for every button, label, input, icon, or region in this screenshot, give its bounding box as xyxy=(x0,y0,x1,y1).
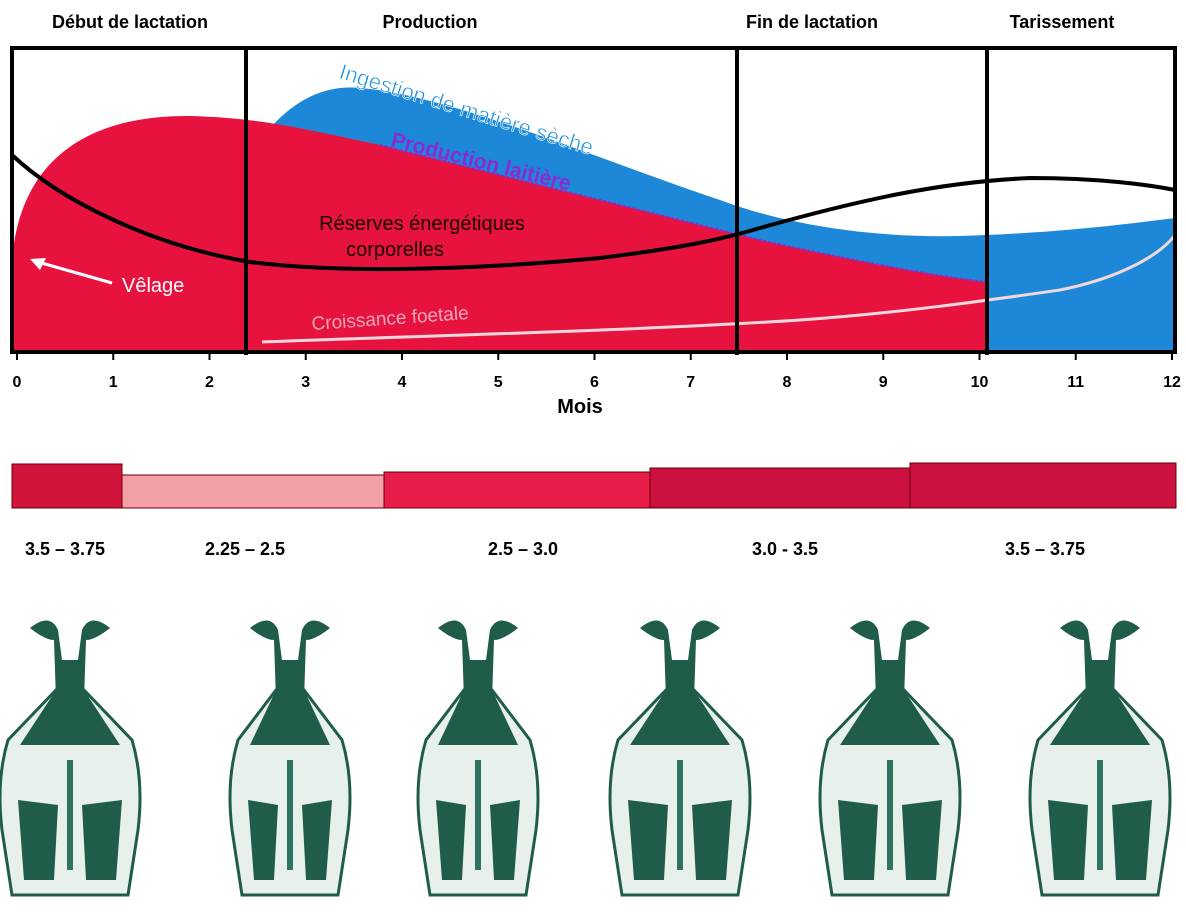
score-segment xyxy=(12,464,122,508)
score-label: 2.25 – 2.5 xyxy=(205,539,285,559)
score-segment xyxy=(910,463,1176,508)
tick-label: 0 xyxy=(13,374,22,391)
cow xyxy=(418,620,538,895)
cow-head xyxy=(1060,620,1140,700)
tick-label: 8 xyxy=(783,374,792,391)
reserves-label: Réserves énergétiques xyxy=(319,213,525,235)
phase-title: Production xyxy=(383,12,478,32)
phase-title: Tarissement xyxy=(1010,12,1115,32)
score-segment xyxy=(122,475,384,508)
tick-label: 10 xyxy=(971,374,989,391)
score-segment xyxy=(384,472,650,508)
phase-title: Fin de lactation xyxy=(746,12,878,32)
tick-label: 5 xyxy=(494,374,503,391)
cow-head xyxy=(250,620,330,700)
x-axis-label: Mois xyxy=(557,396,603,418)
tick-label: 12 xyxy=(1163,374,1181,391)
cow xyxy=(820,620,960,895)
cow-head xyxy=(438,620,518,700)
cow xyxy=(1030,620,1170,895)
tick-label: 7 xyxy=(686,374,695,391)
reserves-label: corporelles xyxy=(346,239,444,261)
tick-label: 6 xyxy=(590,374,599,391)
score-label: 2.5 – 3.0 xyxy=(488,539,558,559)
cow-head xyxy=(30,620,110,700)
cow-head xyxy=(640,620,720,700)
page: Début de lactation Production Fin de lac… xyxy=(0,0,1186,911)
tick-label: 2 xyxy=(205,374,214,391)
cow-head xyxy=(850,620,930,700)
tick-label: 1 xyxy=(109,374,118,391)
cow-illustrations xyxy=(0,620,1170,895)
score-segment xyxy=(650,468,910,508)
score-label: 3.5 – 3.75 xyxy=(25,539,105,559)
cow xyxy=(0,620,140,895)
score-label: 3.0 - 3.5 xyxy=(752,539,818,559)
tick-label: 11 xyxy=(1067,374,1084,391)
phase-title: Début de lactation xyxy=(52,12,208,32)
cow xyxy=(230,620,350,895)
score-label: 3.5 – 3.75 xyxy=(1005,539,1085,559)
cow xyxy=(610,620,750,895)
tick-label: 9 xyxy=(879,374,888,391)
calving-label: Vêlage xyxy=(122,275,184,297)
tick-label: 4 xyxy=(398,374,407,391)
tick-label: 3 xyxy=(301,374,310,391)
